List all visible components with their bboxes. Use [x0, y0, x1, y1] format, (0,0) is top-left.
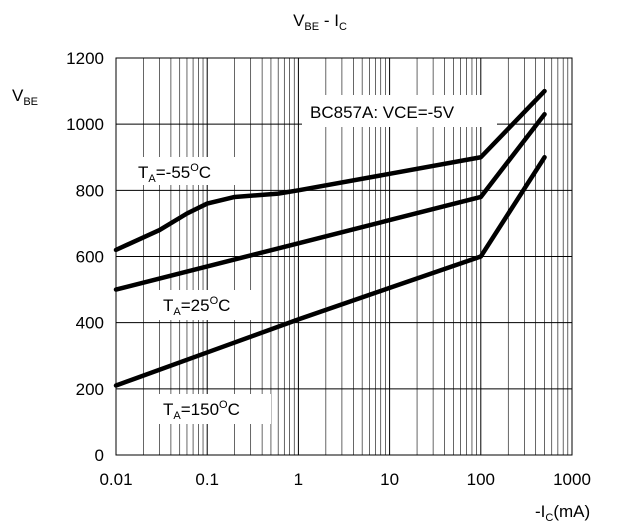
- annotation-box: [302, 95, 497, 127]
- y-tick-label: 1200: [66, 49, 104, 68]
- y-tick-label: 200: [76, 380, 104, 399]
- series-label-25: TA=25OC: [163, 295, 230, 318]
- y-axis-label: VBE: [12, 86, 38, 108]
- y-tick-label: 1000: [66, 115, 104, 134]
- series-lines: [113, 88, 547, 388]
- annotation-note: BC857A: VCE=-5V: [310, 103, 455, 122]
- x-axis-label: -IC(mA): [535, 502, 590, 524]
- x-tick-label: 100: [467, 470, 495, 489]
- series-label-150: TA=150OC: [163, 399, 240, 422]
- y-tick-label: 800: [76, 181, 104, 200]
- x-tick-label: 0.01: [99, 470, 132, 489]
- series-label-minus55: TA=-55OC: [138, 162, 211, 185]
- series-line-2: [113, 155, 547, 388]
- x-tick-label: 10: [380, 470, 399, 489]
- tick-labels: 0 200 400 600 800 1000 1200 0.01 0.1 1 10 100 1000: [66, 49, 591, 489]
- x-tick-label: 0.1: [195, 470, 219, 489]
- series-line-1: [113, 111, 547, 292]
- x-tick-label: 1000: [553, 470, 591, 489]
- chart-title: VBE - IC: [293, 11, 347, 33]
- y-tick-label: 600: [76, 248, 104, 267]
- y-tick-label: 400: [76, 314, 104, 333]
- plot-frame: [115, 57, 573, 456]
- label-bg-25: [158, 290, 261, 320]
- label-bg-minus55: [135, 157, 247, 185]
- label-bg-150: [158, 394, 271, 424]
- series-line-0: [113, 88, 547, 253]
- y-tick-label: 0: [95, 446, 104, 465]
- x-tick-label: 1: [294, 470, 303, 489]
